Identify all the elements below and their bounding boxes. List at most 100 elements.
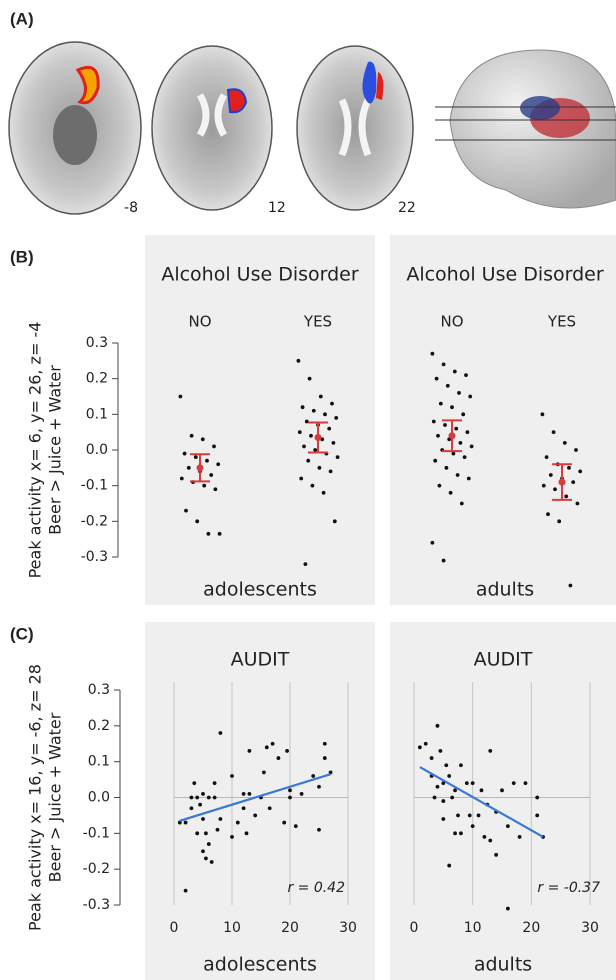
chart-title: AUDIT — [474, 649, 533, 671]
data-point — [242, 806, 246, 810]
data-point — [253, 814, 257, 818]
data-point — [545, 455, 549, 459]
category-label: NO — [188, 313, 211, 331]
data-point — [483, 835, 487, 839]
y-tick-label: -0.1 — [83, 825, 110, 841]
chart-title: Alcohol Use Disorder — [406, 264, 604, 286]
data-point — [569, 584, 573, 588]
data-point — [535, 796, 539, 800]
data-point — [301, 405, 305, 409]
data-point — [300, 792, 304, 796]
data-point — [319, 395, 323, 399]
data-point — [542, 484, 546, 488]
data-point — [430, 756, 434, 760]
data-point — [441, 799, 445, 803]
data-point — [248, 749, 252, 753]
data-point — [209, 473, 213, 477]
data-point — [204, 831, 208, 835]
data-point — [288, 796, 292, 800]
data-point — [298, 430, 302, 434]
data-point — [308, 377, 312, 381]
data-point — [463, 455, 467, 459]
data-point — [198, 803, 202, 807]
data-point — [179, 395, 183, 399]
data-point — [535, 814, 539, 818]
data-point — [459, 441, 463, 445]
data-point — [204, 857, 208, 861]
data-point — [461, 412, 465, 416]
data-point — [439, 402, 443, 406]
data-point — [323, 412, 327, 416]
panel-label: (C) — [10, 624, 34, 643]
data-point — [450, 405, 454, 409]
y-axis-label: Peak activity x= 6, y= 26, z= -4 — [26, 322, 45, 579]
data-point — [452, 452, 456, 456]
data-point — [488, 839, 492, 843]
data-point — [460, 502, 464, 506]
data-point — [567, 466, 571, 470]
data-point — [467, 477, 471, 481]
data-point — [216, 828, 220, 832]
data-point — [194, 455, 198, 459]
data-point — [183, 452, 187, 456]
data-point — [506, 907, 510, 911]
y-axis-label: Peak activity x= 16, y= -6, z= 28 — [26, 664, 45, 931]
data-point — [443, 423, 447, 427]
data-point — [445, 466, 449, 470]
y-tick-label: -0.3 — [81, 549, 108, 565]
mean-point — [449, 432, 456, 439]
data-point — [202, 484, 206, 488]
data-point — [271, 742, 275, 746]
data-point — [436, 785, 440, 789]
x-tick-label: 10 — [223, 920, 241, 936]
data-point — [184, 821, 188, 825]
data-point — [471, 781, 475, 785]
data-point — [327, 427, 331, 431]
data-point — [453, 831, 457, 835]
data-point — [446, 384, 450, 388]
data-point — [268, 806, 272, 810]
data-point — [488, 749, 492, 753]
x-tick-label: 0 — [410, 920, 419, 936]
y-tick-label: 0.1 — [86, 406, 108, 422]
data-point — [453, 370, 457, 374]
data-point — [456, 814, 460, 818]
data-point — [564, 494, 568, 498]
data-point — [552, 430, 556, 434]
category-label: YES — [303, 313, 332, 331]
y-tick-label: 0.1 — [88, 754, 110, 770]
data-point — [190, 806, 194, 810]
data-point — [323, 742, 327, 746]
data-point — [333, 519, 337, 523]
data-point — [464, 373, 468, 377]
data-point — [180, 477, 184, 481]
data-point — [433, 796, 437, 800]
data-point — [213, 796, 217, 800]
data-point — [332, 441, 336, 445]
data-point — [212, 445, 216, 449]
data-point — [195, 519, 199, 523]
chart-title: AUDIT — [231, 649, 290, 671]
x-tick-label: 30 — [581, 920, 599, 936]
data-point — [457, 391, 461, 395]
data-point — [456, 473, 460, 477]
data-point — [447, 774, 451, 778]
data-point — [442, 363, 446, 367]
data-point — [549, 473, 553, 477]
data-point — [207, 796, 211, 800]
data-point — [477, 814, 481, 818]
data-point — [471, 824, 475, 828]
data-point — [459, 831, 463, 835]
data-point — [459, 763, 463, 767]
mean-point — [197, 464, 204, 471]
data-point — [207, 842, 211, 846]
data-point — [447, 864, 451, 868]
data-point — [216, 462, 220, 466]
data-point — [317, 828, 321, 832]
x-axis-label: adults — [474, 954, 532, 976]
x-axis-label: adults — [476, 579, 534, 601]
data-point — [518, 835, 522, 839]
data-point — [557, 519, 561, 523]
data-point — [323, 756, 327, 760]
data-point — [210, 860, 214, 864]
